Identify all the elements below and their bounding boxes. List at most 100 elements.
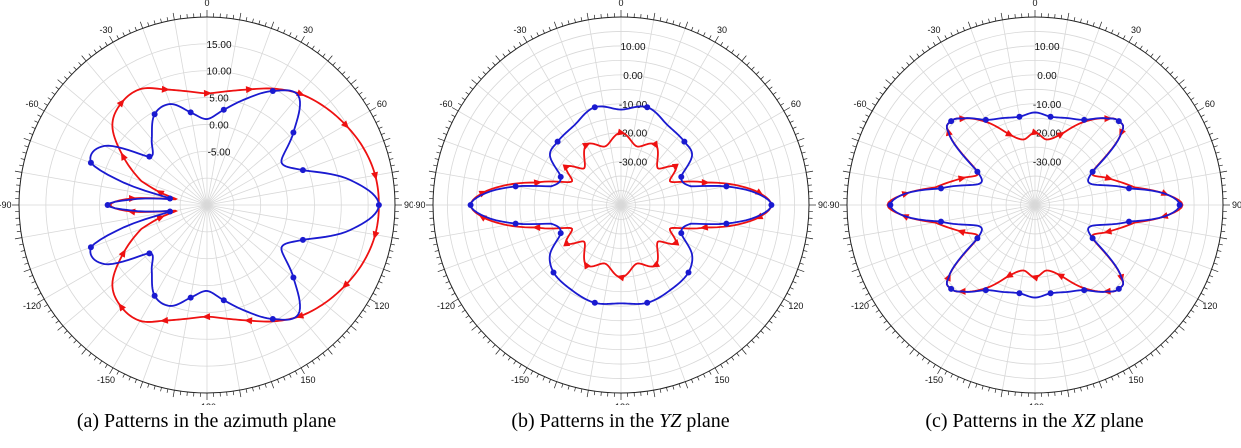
- grid-spoke: [970, 204, 1036, 382]
- angle-tick: [906, 344, 910, 348]
- angle-tick: [751, 339, 755, 344]
- data-point-marker: [982, 287, 989, 294]
- angle-tick: [1194, 304, 1199, 308]
- data-point-marker: [563, 238, 571, 247]
- angle-tick: [725, 360, 729, 365]
- angle-tick: [883, 320, 888, 324]
- grid-spoke: [1034, 28, 1100, 206]
- data-point-marker: [299, 236, 306, 243]
- angle-tick: [239, 12, 242, 20]
- data-point-marker: [532, 224, 541, 232]
- grid-spoke: [457, 110, 622, 206]
- angle-tick: [270, 21, 275, 29]
- ring-label: 15.00: [206, 40, 231, 51]
- angle-tick-label: -90: [414, 200, 426, 210]
- angle-tick: [306, 41, 310, 46]
- angle-tick: [1139, 360, 1143, 365]
- angle-tick: [448, 120, 453, 123]
- angle-tick: [1073, 388, 1076, 393]
- data-point-marker: [938, 185, 945, 192]
- angle-tick: [465, 315, 470, 319]
- angle-tick: [1067, 12, 1070, 20]
- angle-tick: [354, 320, 359, 324]
- angle-tick-label: 30: [303, 25, 313, 35]
- angle-tick: [289, 373, 292, 378]
- angle-tick: [548, 379, 551, 384]
- grid-spoke: [206, 28, 272, 206]
- angle-tick: [937, 367, 942, 375]
- angle-tick: [513, 45, 517, 50]
- angle-tick-label: 150: [1128, 375, 1143, 385]
- angle-tick: [776, 97, 781, 101]
- angle-tick: [390, 243, 395, 246]
- data-point-marker: [187, 109, 194, 116]
- angle-tick: [950, 373, 953, 378]
- angle-tick: [593, 391, 596, 396]
- data-point-marker: [156, 215, 165, 222]
- angle-tick: [852, 262, 857, 265]
- angle-tick: [659, 17, 662, 22]
- ring-label: 5.00: [209, 94, 229, 105]
- data-point-marker: [644, 299, 651, 306]
- grid-spoke: [206, 204, 352, 327]
- angle-tick: [760, 330, 764, 334]
- angle-tick: [518, 41, 522, 46]
- angle-tick: [99, 45, 103, 50]
- angle-tick: [128, 376, 131, 381]
- angle-tick: [442, 275, 447, 278]
- angle-tick: [277, 379, 280, 384]
- series-line-blue: [469, 105, 773, 305]
- grid-spoke: [556, 28, 622, 206]
- angle-tick: [542, 376, 545, 381]
- angle-tick: [68, 335, 73, 339]
- angle-tick: [1139, 45, 1143, 50]
- angle-tick: [1155, 348, 1161, 355]
- angle-tick-label: -30: [99, 25, 112, 35]
- angle-tick: [975, 383, 978, 388]
- angle-tick: [37, 298, 45, 303]
- angle-tick: [994, 17, 997, 22]
- angle-tick: [916, 352, 920, 357]
- angle-tick: [848, 158, 853, 160]
- caption-xz: (c) Patterns in the XZ plane: [828, 410, 1241, 433]
- caption-text: (a) Patterns in the azimuth plane: [76, 410, 337, 432]
- angle-tick: [553, 21, 558, 29]
- data-point-marker: [166, 195, 173, 202]
- data-point-marker: [299, 167, 306, 174]
- data-point-marker: [591, 299, 598, 306]
- angle-tick: [436, 151, 441, 154]
- data-point-marker: [557, 173, 564, 180]
- angle-tick: [1160, 344, 1164, 348]
- data-point-marker: [116, 99, 125, 108]
- angle-tick: [850, 151, 855, 154]
- angle-tick: [358, 315, 363, 319]
- angle-tick: [122, 373, 125, 378]
- angle-tick: [366, 304, 371, 308]
- grid-spoke: [142, 28, 208, 206]
- data-point-marker: [591, 104, 598, 111]
- angle-tick: [786, 292, 791, 296]
- angle-tick: [760, 76, 764, 80]
- data-point-marker: [87, 159, 94, 166]
- angle-tick: [1203, 120, 1208, 123]
- angle-tick: [378, 281, 383, 284]
- angle-tick: [1155, 55, 1161, 62]
- angle-tick: [792, 281, 797, 284]
- ring-label: -30.00: [1033, 158, 1062, 169]
- angle-tick: [393, 230, 398, 233]
- angle-tick: [78, 62, 82, 66]
- angle-tick: [666, 18, 668, 23]
- angle-tick: [294, 370, 298, 375]
- angle-tick: [901, 66, 905, 71]
- angle-tick: [859, 126, 864, 129]
- angle-tick: [51, 315, 56, 319]
- caption-suffix: plane: [681, 410, 730, 432]
- angle-tick: [24, 262, 29, 265]
- angle-tick: [807, 230, 812, 233]
- angle-tick: [530, 370, 534, 375]
- data-point-marker: [371, 171, 378, 181]
- angle-tick: [430, 177, 435, 180]
- grid-spoke: [620, 204, 686, 382]
- angle-tick-label: -180: [612, 402, 630, 405]
- angle-tick: [507, 49, 511, 54]
